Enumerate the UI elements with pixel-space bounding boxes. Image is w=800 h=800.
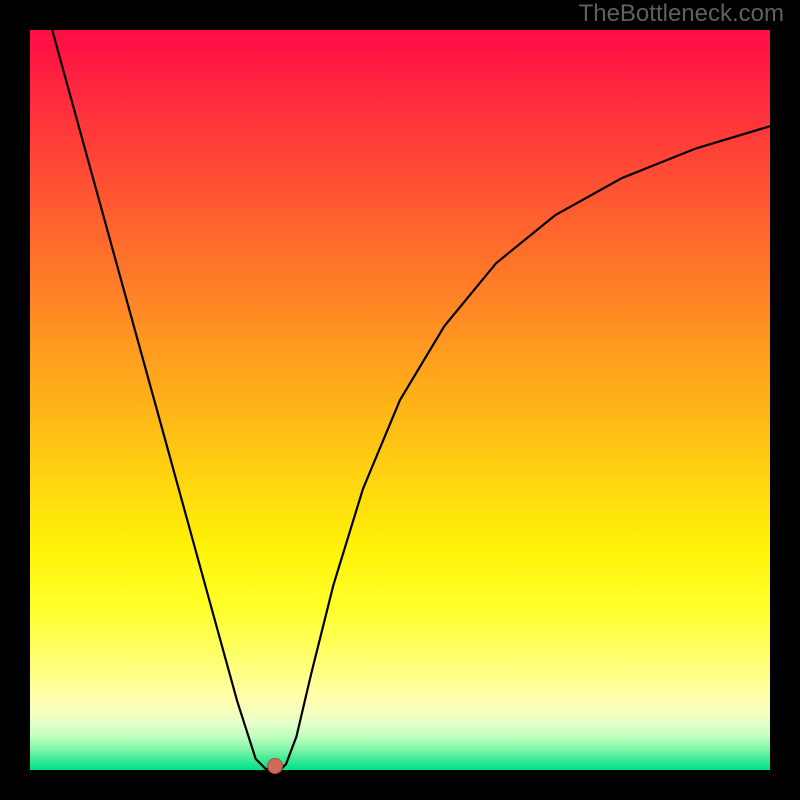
plot-area [30,30,770,770]
watermark-text: TheBottleneck.com [579,0,784,28]
minimum-marker [267,758,283,774]
plot-svg [30,30,770,770]
